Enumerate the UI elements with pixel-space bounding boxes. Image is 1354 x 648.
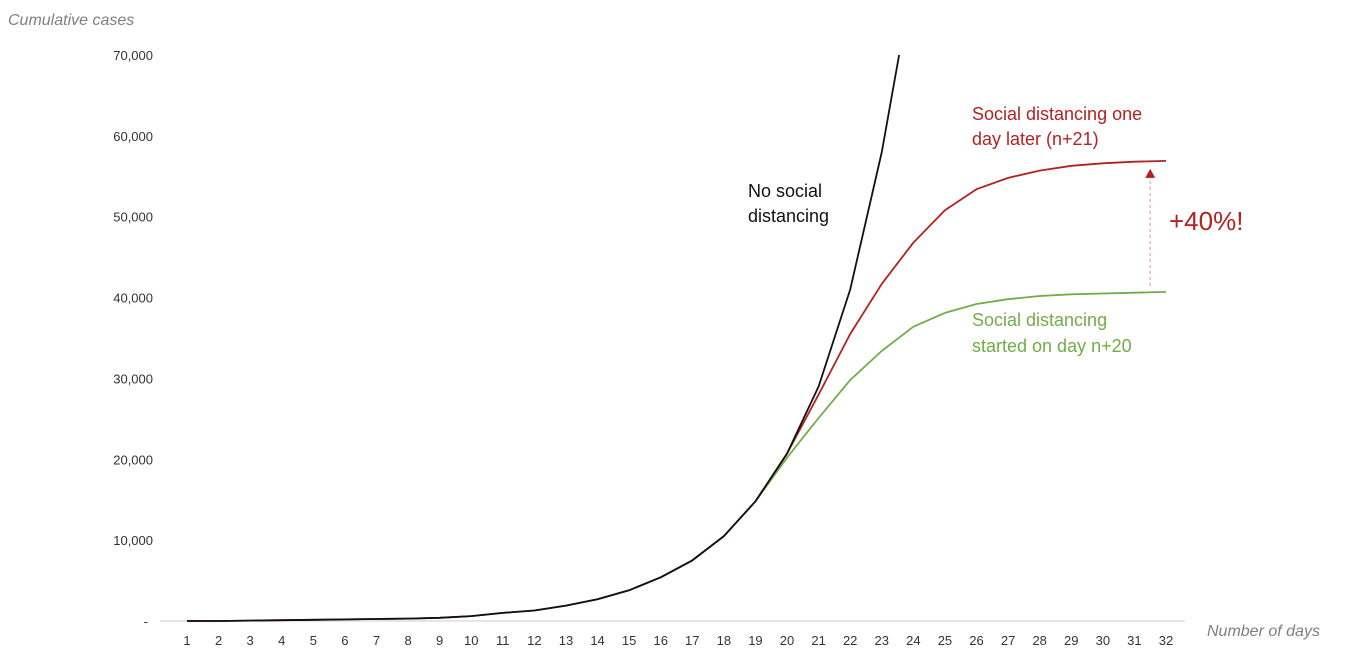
y-tick-label: 30,000 [113,371,153,386]
x-axis-ticks: 1 2 3 4 5 6 7 8 9 10 11 12 13 14 15 16 17 18 19 20 21 22 23 24 2… [183,633,1173,648]
x-tick-label: 23 [875,633,889,648]
series-line-day-21 [187,160,1167,622]
x-tick-label: 14 [590,633,604,648]
x-tick-label: 3 [247,633,254,648]
x-tick-label: 9 [436,633,443,648]
x-tick-label: 26 [969,633,983,648]
y-tick-label: 10,000 [113,533,153,548]
x-tick-label: 27 [1001,633,1015,648]
annotation-no-distancing-1: No social [748,181,822,201]
y-tick-label: 50,000 [113,210,153,225]
annotation-no-distancing-2: distancing [748,206,829,226]
series-lines [187,54,1167,622]
annotation-day21-1: Social distancing one [972,104,1142,124]
x-tick-label: 31 [1127,633,1141,648]
x-tick-label: 25 [938,633,952,648]
x-axis-title: Number of days [1207,623,1320,640]
y-tick-label: 60,000 [113,129,153,144]
x-tick-label: 19 [748,633,762,648]
y-axis-ticks: - 10,000 20,000 30,000 40,000 50,000 60,000 70,… [113,48,153,629]
x-tick-label: 6 [341,633,348,648]
x-tick-label: 22 [843,633,857,648]
x-tick-label: 10 [464,633,478,648]
x-tick-label: 17 [685,633,699,648]
annotation-day20-2: started on day n+20 [972,336,1132,356]
y-axis-title: Cumulative cases [8,12,134,29]
x-tick-label: 32 [1159,633,1173,648]
series-line-no-distancing [187,54,900,622]
x-tick-label: 16 [653,633,667,648]
x-tick-label: 1 [183,633,190,648]
x-tick-label: 12 [527,633,541,648]
x-tick-label: 29 [1064,633,1078,648]
x-tick-label: 28 [1032,633,1046,648]
difference-arrowhead [1145,168,1156,178]
x-tick-label: 11 [496,633,510,648]
x-tick-label: 13 [559,633,573,648]
x-tick-label: 20 [780,633,794,648]
x-tick-label: 8 [404,633,411,648]
y-tick-label: 20,000 [113,452,153,467]
x-tick-label: 15 [622,633,636,648]
x-tick-label: 5 [310,633,317,648]
x-tick-label: 18 [717,633,731,648]
x-tick-label: 2 [215,633,222,648]
x-tick-label: 21 [811,633,825,648]
annotation-increase: +40%! [1169,206,1243,236]
series-line-day-20 [754,291,1167,502]
y-tick-label: 70,000 [113,48,153,63]
annotation-day21-2: day later (n+21) [972,129,1099,149]
y-tick-label: - [144,614,148,629]
x-tick-label: 30 [1096,633,1110,648]
annotation-day20-1: Social distancing [972,310,1107,330]
x-tick-label: 4 [278,633,285,648]
y-tick-label: 40,000 [113,291,153,306]
x-tick-label: 24 [906,633,920,648]
x-tick-label: 7 [373,633,380,648]
